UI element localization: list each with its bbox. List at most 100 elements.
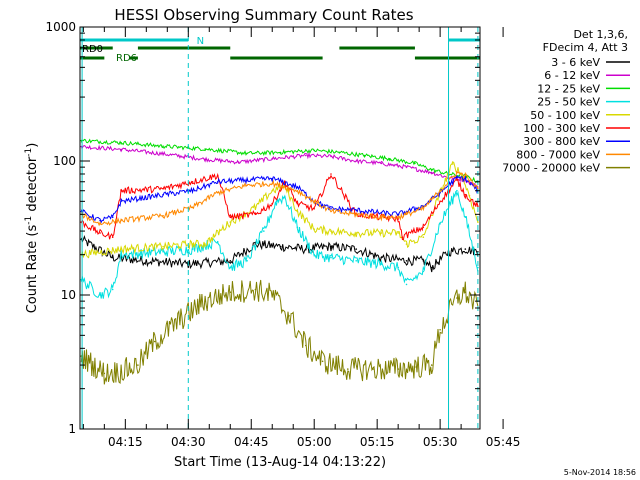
data-point [305,154,307,157]
data-point [271,189,274,192]
data-point [464,193,467,196]
data-point [313,253,316,256]
data-point [120,189,122,192]
data-point [137,364,139,366]
data-point [111,236,114,238]
series-line-7 [81,170,479,227]
data-point [229,216,232,219]
overlay-layer [81,27,479,429]
data-point [313,208,316,210]
data-point [162,145,164,147]
y-tick-label: 1 [68,422,76,436]
data-point [397,216,400,219]
legend-label: 7000 - 20000 keV [502,162,600,175]
data-point [99,219,101,222]
data-point [271,182,274,185]
data-point [405,283,408,286]
data-point [296,202,299,205]
data-point [246,260,248,262]
data-point [275,200,278,203]
data-point [430,364,433,366]
data-point [389,157,391,160]
data-point [380,216,383,219]
series-line-0 [80,235,479,273]
data-point [111,288,114,291]
x-axis-label: Start Time (13-Aug-14 04:13:22) [174,455,386,470]
data-point [464,248,467,250]
flag-label-n: N [197,36,204,47]
data-point [397,218,400,220]
data-point [422,260,425,262]
data-point [338,151,341,154]
data-point [296,210,299,213]
data-point [439,200,441,203]
data-point [191,189,194,192]
data-point [99,232,101,234]
x-tick-label: 05:15 [360,435,395,449]
data-point [405,213,408,216]
x-tick-label: 05:30 [423,435,458,449]
data-point [464,174,467,177]
data-point [254,288,257,291]
series-line-1 [81,144,478,189]
data-point [477,266,479,269]
data-point [439,223,441,225]
data-point [179,319,181,321]
legend-label: 300 - 800 keV [523,135,600,148]
data-point [99,223,101,225]
data-point [355,232,358,234]
data-point [380,232,383,234]
data-point [271,294,274,296]
y-tick-label: 10 [61,288,76,302]
data-point [204,158,206,161]
x-axis: 04:15 04:30 04:45 05:00 05:15 05:30 05:45 [82,27,521,449]
legend-label: 800 - 7000 keV [516,148,600,161]
x-tick-label: 04:15 [108,435,143,449]
data-point [271,202,274,205]
data-point [305,344,307,347]
data-point [405,260,408,262]
data-point [120,248,122,250]
data-point [216,191,219,194]
data-point [355,213,358,216]
data-point [330,210,332,213]
legend-header: Det 1,3,6, [573,28,628,41]
data-point [456,176,458,179]
data-point [99,294,101,296]
data-point [162,193,164,196]
data-point [321,360,324,363]
data-point [246,179,248,181]
x-tick-label: 05:45 [486,435,521,449]
flag-label-rd6: RD6 [116,53,137,64]
data-point [422,236,425,238]
legend-label: 100 - 300 keV [523,122,600,135]
legend-label: 12 - 25 keV [537,82,600,95]
data-point [279,151,282,154]
data-point [229,221,232,223]
data-point [372,368,374,370]
data-point [330,155,332,158]
legend-label: 6 - 12 keV [544,69,600,82]
data-point [380,162,383,165]
data-point [380,212,383,214]
y-tick-label: 1000 [45,20,76,34]
data-point [414,162,416,165]
data-point [271,177,274,180]
data-point [246,152,248,155]
data-point [313,200,316,203]
data-point [120,200,122,203]
data-point [330,245,332,248]
series-line-2 [80,138,479,184]
y-axis-label-sup-1: -1 [24,216,34,225]
data-point [414,366,416,368]
legend-label: 3 - 6 keV [551,56,600,69]
data-point [229,260,232,262]
data-point [305,248,307,250]
data-point [330,230,332,232]
data-point [288,315,290,317]
data-point [254,206,257,209]
series-layer [80,138,479,385]
data-point [439,329,441,331]
data-point [397,266,400,269]
